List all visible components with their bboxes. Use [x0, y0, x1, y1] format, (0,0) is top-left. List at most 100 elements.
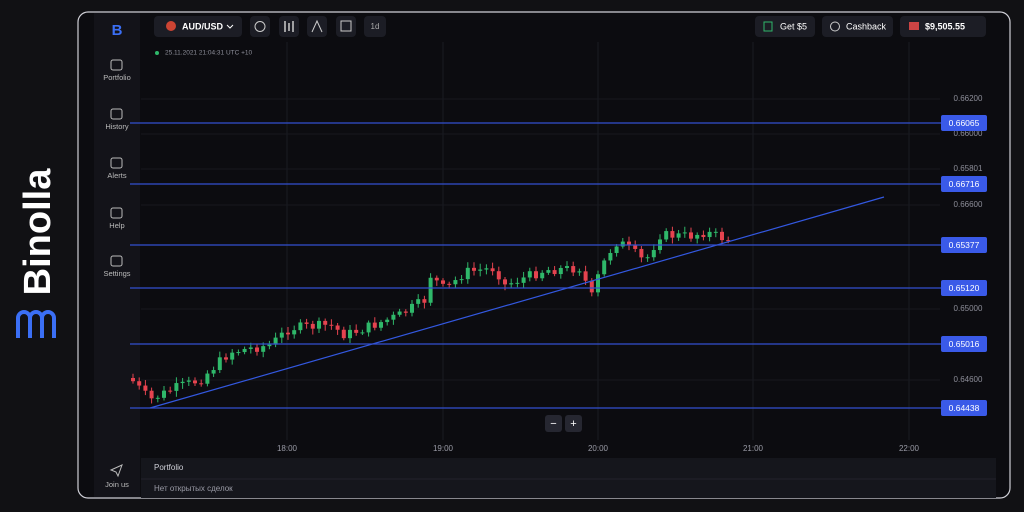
candle-body — [540, 272, 545, 279]
candle-body — [620, 241, 625, 247]
level-tag — [941, 400, 987, 416]
candle-body — [255, 347, 259, 352]
price-label: 0.66600 — [954, 200, 983, 209]
candle-body — [379, 322, 383, 328]
candle-body — [385, 319, 390, 323]
info-icon — [254, 21, 266, 32]
balance-button[interactable] — [900, 16, 986, 37]
brand-logo — [16, 310, 56, 338]
level-label: 0.64438 — [949, 403, 980, 413]
candle-body — [341, 329, 346, 339]
candle-body — [583, 271, 588, 281]
candle-body — [441, 280, 445, 284]
candle-body — [503, 279, 507, 285]
time-label: 19:00 — [433, 444, 454, 453]
candle-body — [565, 266, 569, 268]
menu-label: History — [105, 122, 129, 131]
candle-body — [286, 332, 290, 335]
level-label: 0.66716 — [949, 179, 980, 189]
bonus: Get $5 — [780, 21, 807, 31]
candle-body — [162, 390, 166, 398]
candle-body — [651, 250, 656, 258]
candle-body — [608, 253, 613, 261]
candle-body — [453, 280, 458, 285]
candle-body — [676, 233, 681, 238]
candle-body — [447, 283, 452, 285]
draw-button[interactable] — [307, 16, 327, 37]
candle-body — [670, 231, 675, 238]
time-label: 21:00 — [743, 444, 764, 453]
candle-body — [496, 271, 501, 280]
menu-icon[interactable] — [110, 255, 123, 267]
pair: AUD/USD — [182, 21, 224, 31]
candle-body — [174, 383, 179, 391]
level-tag — [941, 115, 987, 131]
menu-icon[interactable] — [110, 157, 123, 169]
pair-button[interactable] — [154, 16, 242, 37]
draw-icon — [311, 19, 323, 33]
cashback-button[interactable] — [822, 16, 893, 37]
price-label: 0.64600 — [954, 375, 983, 384]
bonus-button[interactable] — [755, 16, 815, 37]
live-dot — [155, 51, 159, 55]
indicator-icon — [340, 20, 352, 32]
menu-icon[interactable] — [110, 108, 123, 120]
price-label: 0.65000 — [954, 304, 983, 313]
candle-body — [509, 283, 514, 285]
timeframe-button[interactable] — [364, 16, 386, 37]
candle-body — [602, 260, 607, 275]
level-tag — [941, 237, 987, 253]
candle-body — [310, 323, 315, 329]
candle-body — [323, 320, 328, 325]
candle-body — [298, 322, 303, 331]
sidebar-menu: Portfolio History Alerts Help Settings Join u… — [103, 59, 131, 489]
zoom-button[interactable] — [565, 415, 582, 432]
candle-body — [360, 332, 365, 334]
candle-body — [180, 381, 185, 384]
level-tag — [941, 336, 987, 352]
candle-body — [211, 370, 216, 374]
level-label: 0.66065 — [949, 118, 980, 128]
indicator-button[interactable] — [336, 16, 356, 37]
zoom-button[interactable] — [545, 415, 562, 432]
level-tag — [941, 280, 987, 296]
candle-body — [596, 274, 600, 293]
flag-icon — [166, 21, 176, 31]
candle-body — [645, 257, 650, 259]
candle-body — [273, 337, 278, 345]
candle-body — [143, 385, 148, 391]
candle-body — [403, 311, 408, 313]
candle-body — [614, 246, 619, 254]
menu-label: Portfolio — [103, 73, 131, 82]
candle-body — [552, 270, 557, 275]
candle-body — [230, 352, 235, 360]
menu-icon[interactable] — [110, 59, 123, 71]
candle-body — [236, 352, 241, 354]
portfolio-empty: Нет открытых сделок — [154, 484, 233, 493]
candle-body — [633, 244, 638, 249]
candle-body — [279, 332, 284, 338]
time-label: 20:00 — [588, 444, 609, 453]
candle-body — [521, 277, 526, 283]
candle-body — [397, 311, 402, 315]
zoom-label: + — [570, 418, 576, 430]
menu-icon[interactable] — [110, 207, 123, 219]
candle-body — [317, 320, 321, 329]
candle-body — [707, 231, 712, 238]
join-icon[interactable] — [109, 464, 123, 478]
info-button[interactable] — [250, 16, 270, 37]
candle-body — [664, 231, 669, 240]
candle-body — [155, 397, 160, 399]
brand: Binolla — [17, 168, 59, 296]
app-frame — [77, 11, 1011, 499]
candle-body — [292, 330, 297, 335]
candle-body — [701, 234, 706, 238]
timestamp: 25.11.2021 21:04:31 UTC +10 — [165, 50, 253, 57]
candle-body — [217, 357, 222, 371]
candle-body — [720, 231, 724, 241]
menu-label: Alerts — [107, 171, 126, 180]
candle-body — [571, 266, 576, 273]
menu-label: Help — [109, 221, 124, 230]
